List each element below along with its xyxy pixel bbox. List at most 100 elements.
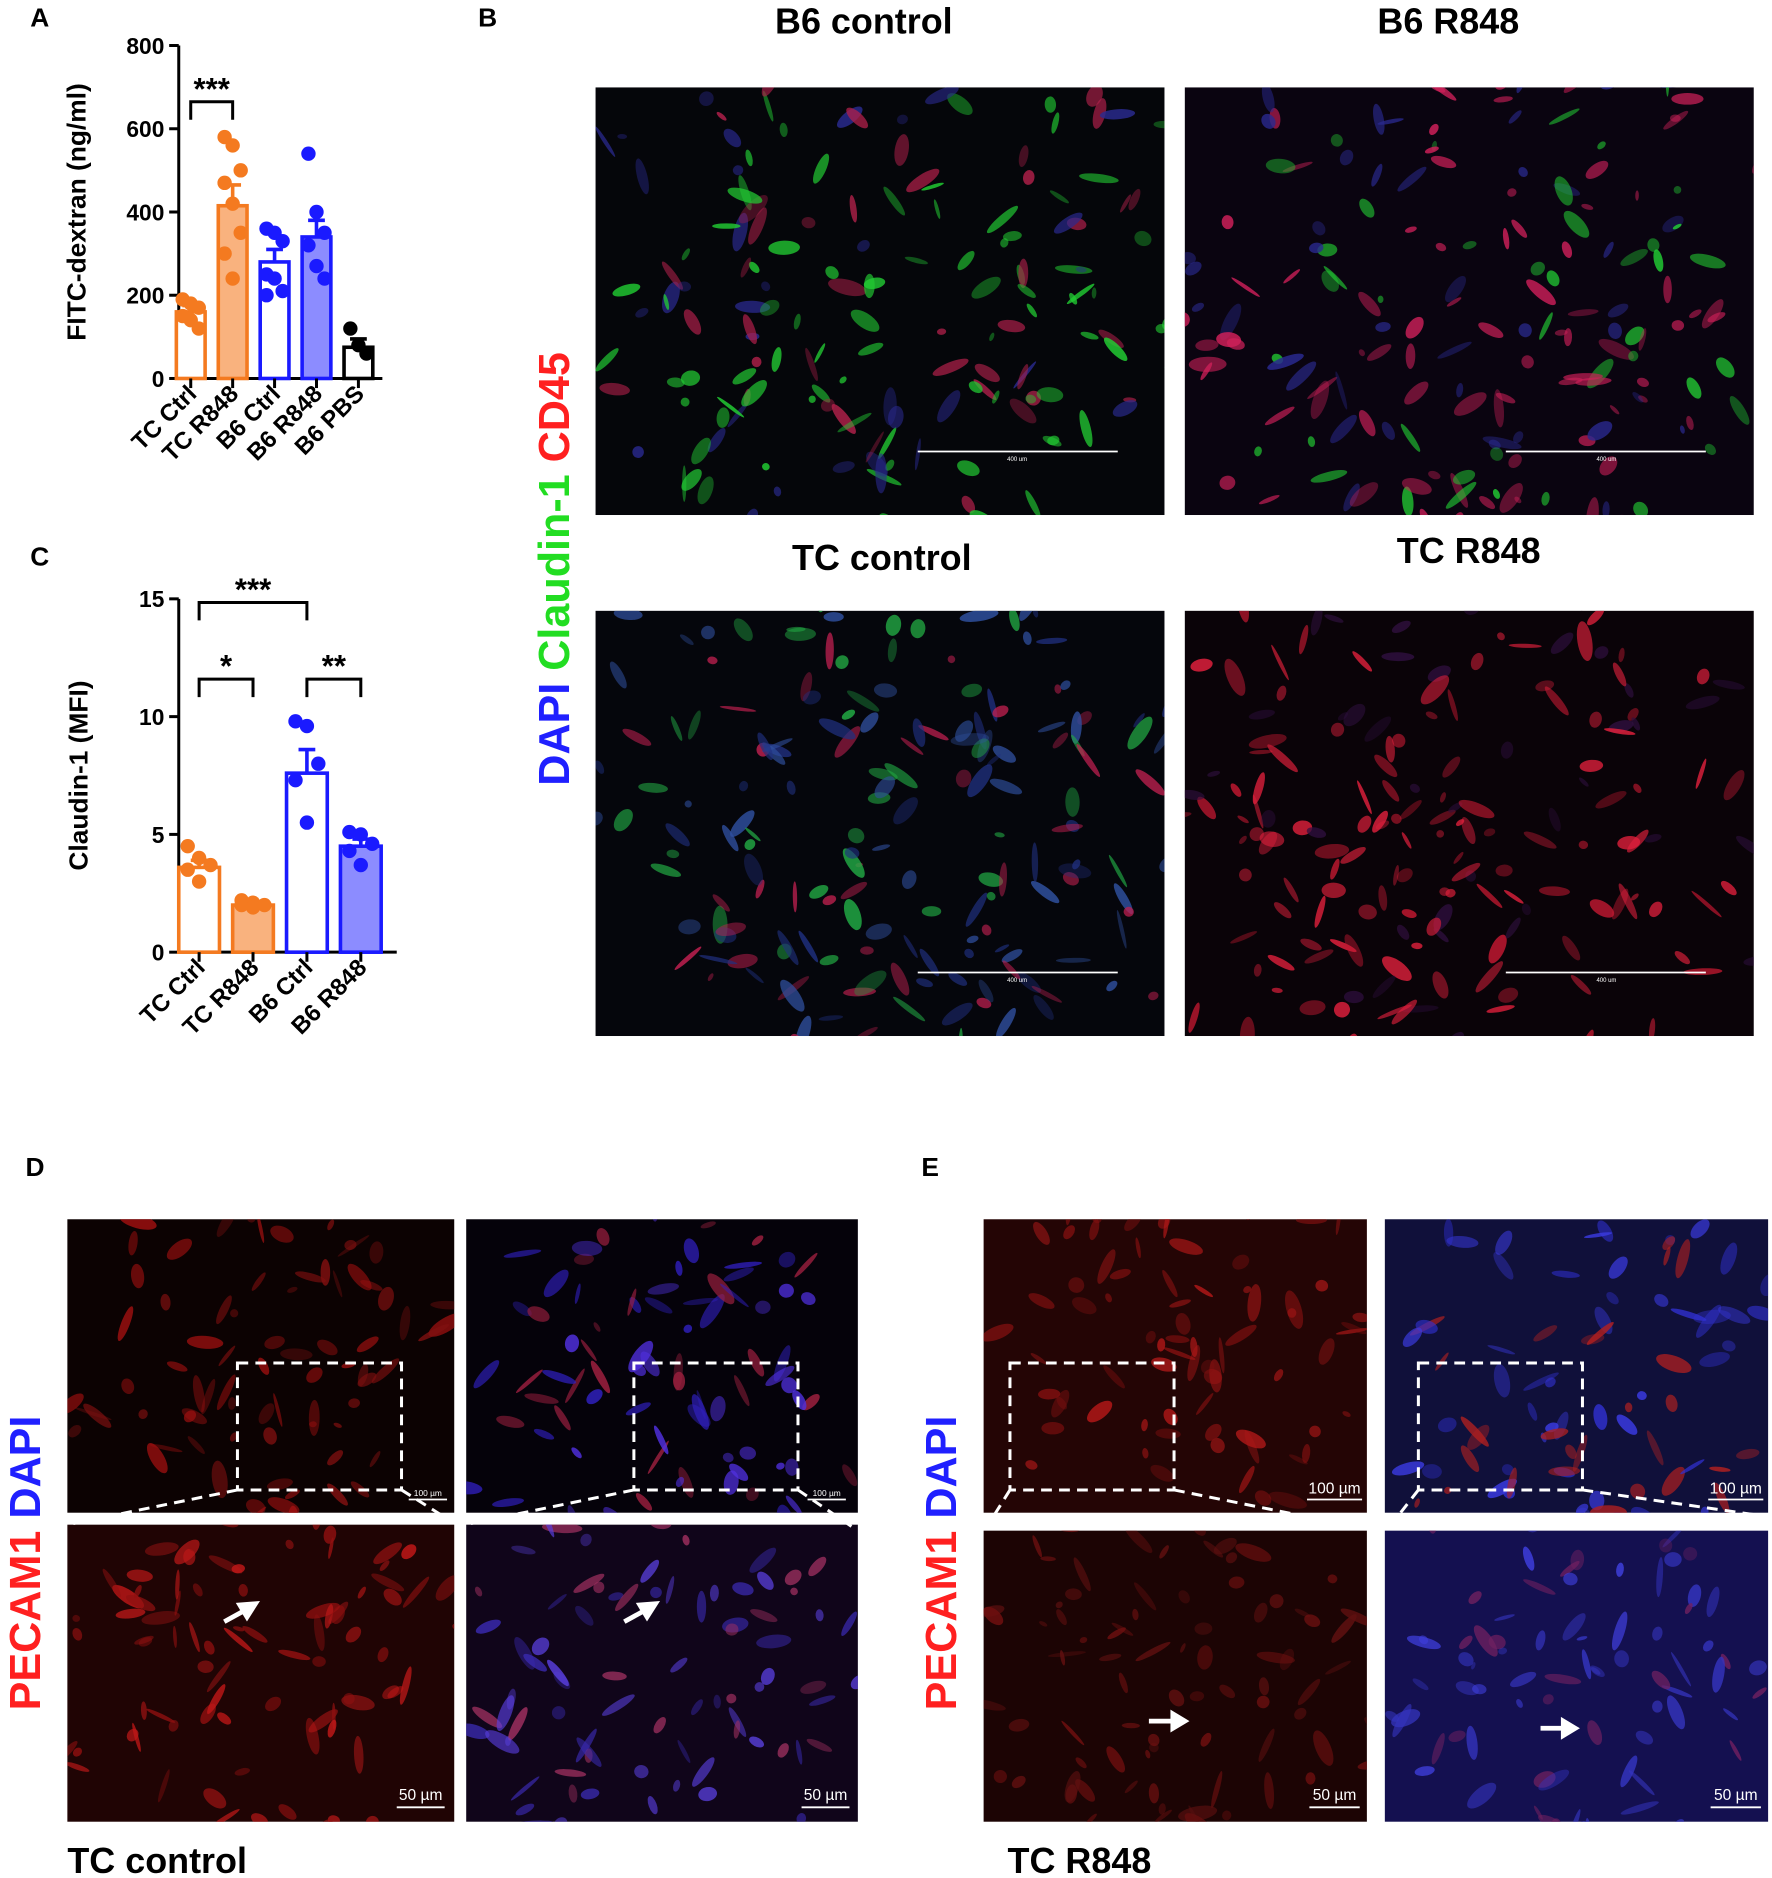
- tissue-speck: [841, 709, 856, 720]
- data-point: [245, 900, 261, 915]
- tissue-speck: [126, 1594, 156, 1612]
- tissue-speck: [701, 625, 715, 640]
- tissue-speck: [1339, 149, 1354, 166]
- tissue-speck: [1665, 1394, 1678, 1412]
- tissue-speck: [1184, 311, 1190, 327]
- tissue-speck: [1570, 1549, 1585, 1571]
- tissue-speck: [335, 1132, 349, 1160]
- tissue-speck: [231, 1564, 245, 1574]
- tissue-speck: [1540, 1428, 1569, 1440]
- tissue-speck: [1437, 1417, 1457, 1433]
- data-point: [233, 163, 248, 178]
- scale-label: 400 um: [1596, 978, 1616, 984]
- tissue-speck: [1671, 93, 1704, 105]
- tissue-speck: [130, 1263, 145, 1289]
- tissue-speck: [475, 1619, 501, 1634]
- tissue-speck: [134, 1585, 142, 1598]
- tissue-speck: [948, 972, 968, 986]
- tissue-speck: [715, 922, 747, 937]
- tissue-speck: [675, 1823, 695, 1845]
- panel-label: E: [921, 1152, 939, 1182]
- tissue-speck: [1150, 1464, 1174, 1482]
- tissue-speck: [1247, 575, 1259, 600]
- data-point: [203, 857, 218, 873]
- tissue-speck: [1078, 539, 1083, 553]
- tissue-speck: [727, 953, 758, 969]
- tissue-speck: [707, 656, 718, 665]
- tissue-speck: [887, 638, 897, 663]
- tissue-speck: [1261, 87, 1275, 113]
- tissue-speck: [1085, 1813, 1097, 1822]
- tissue-speck: [635, 1493, 653, 1511]
- tissue-speck: [206, 1661, 231, 1693]
- data-point: [225, 271, 240, 286]
- tissue-speck: [1498, 1647, 1508, 1655]
- tissue-speck: [595, 760, 605, 774]
- tissue-speck: [802, 690, 821, 705]
- tissue-speck: [1587, 421, 1613, 441]
- tissue-speck: [1426, 917, 1442, 936]
- tissue-speck: [317, 1339, 338, 1356]
- tissue-speck: [1080, 331, 1099, 340]
- tissue-speck: [265, 1696, 282, 1712]
- tissue-speck: [802, 1394, 820, 1411]
- tissue-speck: [854, 1026, 878, 1037]
- tissue-speck: [573, 1253, 594, 1265]
- tissue-speck: [1269, 1594, 1284, 1609]
- stain-label: PECAM1 DAPI: [2, 1416, 50, 1711]
- tissue-speck: [726, 1693, 737, 1704]
- tissue-speck: [761, 87, 783, 97]
- tissue-speck: [234, 1767, 250, 1776]
- tissue-speck: [371, 1358, 400, 1384]
- tissue-speck: [1686, 415, 1694, 431]
- tissue-speck: [732, 165, 744, 176]
- tissue-speck: [971, 538, 985, 553]
- micrograph: [983, 1530, 1367, 1822]
- tissue-speck: [1364, 716, 1392, 742]
- tissue-speck: [1490, 447, 1504, 461]
- tissue-speck: [1120, 194, 1132, 213]
- tissue-speck: [1135, 1237, 1141, 1259]
- tissue-speck: [485, 1730, 520, 1754]
- tissue-speck: [1499, 483, 1523, 513]
- tissue-speck: [379, 1560, 390, 1571]
- tissue-speck: [730, 589, 742, 595]
- tissue-speck: [1001, 949, 1023, 963]
- tissue-speck: [1289, 1454, 1308, 1465]
- scale-label: 100 µm: [414, 1488, 442, 1498]
- tissue-speck: [1011, 1775, 1026, 1789]
- tissue-speck: [683, 309, 702, 335]
- tissue-speck: [749, 53, 764, 69]
- tissue-speck: [1722, 1340, 1736, 1352]
- tissue-speck: [1197, 796, 1217, 820]
- tissue-speck: [1232, 1185, 1266, 1206]
- tissue-speck: [302, 1821, 320, 1843]
- tissue-speck: [735, 300, 771, 313]
- tissue-speck: [1318, 1338, 1335, 1365]
- tissue-speck: [1304, 1614, 1321, 1628]
- tissue-speck: [1210, 1437, 1225, 1454]
- tissue-speck: [682, 465, 687, 502]
- tissue-speck: [727, 0, 735, 8]
- tissue-speck: [1382, 780, 1400, 802]
- tissue-speck: [278, 1804, 297, 1820]
- tissue-texture: [1184, 50, 1754, 516]
- tissue-speck: [697, 476, 714, 505]
- tissue-speck: [947, 93, 973, 115]
- tissue-speck: [1551, 50, 1563, 62]
- tissue-speck: [832, 461, 855, 473]
- tissue-speck: [692, 1057, 711, 1071]
- tissue-speck: [1051, 1389, 1070, 1418]
- tissue-speck: [683, 1238, 700, 1264]
- tissue-speck: [1061, 1720, 1085, 1746]
- tissue-speck: [1252, 772, 1265, 805]
- tissue-speck: [1169, 1299, 1191, 1308]
- tissue-speck: [1569, 576, 1590, 608]
- tissue-speck: [1310, 470, 1348, 483]
- tissue-speck: [1535, 680, 1555, 692]
- tissue-speck: [1479, 495, 1496, 510]
- tissue-speck: [251, 1813, 269, 1822]
- tissue-speck: [1022, 170, 1035, 185]
- tissue-speck: [692, 1757, 715, 1787]
